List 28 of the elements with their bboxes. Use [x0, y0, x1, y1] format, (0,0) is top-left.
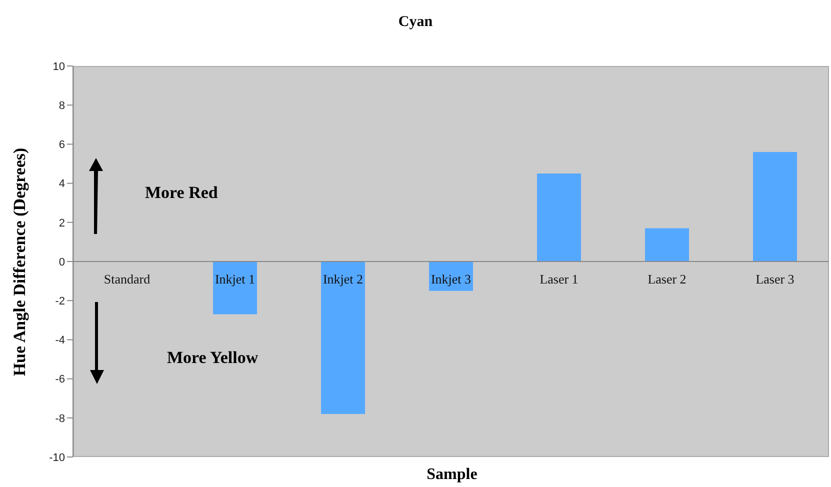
y-tick-label: -10 — [49, 452, 65, 464]
y-tick-label: -4 — [55, 334, 65, 347]
y-tick-label: 2 — [58, 217, 65, 230]
y-tick-label: -2 — [55, 296, 65, 308]
bar — [213, 262, 257, 314]
x-tick-label: Laser 2 — [648, 272, 686, 286]
y-tick-label: 0 — [58, 256, 65, 268]
x-tick-label: Inkjet 3 — [430, 272, 472, 286]
y-tick-label: -6 — [55, 374, 65, 386]
bar — [645, 228, 689, 262]
x-tick-label: Laser 3 — [756, 272, 794, 286]
annotation: More Red — [145, 183, 218, 203]
chart-title: Cyan — [397, 14, 434, 31]
x-tick-label: Standard — [104, 272, 151, 286]
annotation: More Yellow — [167, 348, 258, 368]
x-tick-label: Inkjet 1 — [214, 272, 256, 286]
bar — [537, 174, 581, 262]
x-tick-label: Inkjet 2 — [322, 272, 364, 286]
y-tick-label: 4 — [58, 178, 65, 190]
bar — [753, 152, 797, 262]
y-tick-label: 10 — [52, 60, 65, 73]
x-tick-label: Laser 1 — [540, 272, 578, 286]
x-axis-title: Sample — [426, 466, 478, 484]
y-tick-label: -8 — [55, 412, 65, 425]
y-tick-label: 8 — [58, 100, 65, 112]
y-axis-title: Hue Angle Difference (Degrees) — [10, 147, 30, 376]
bar — [321, 262, 365, 414]
y-tick-label: 6 — [58, 139, 65, 152]
